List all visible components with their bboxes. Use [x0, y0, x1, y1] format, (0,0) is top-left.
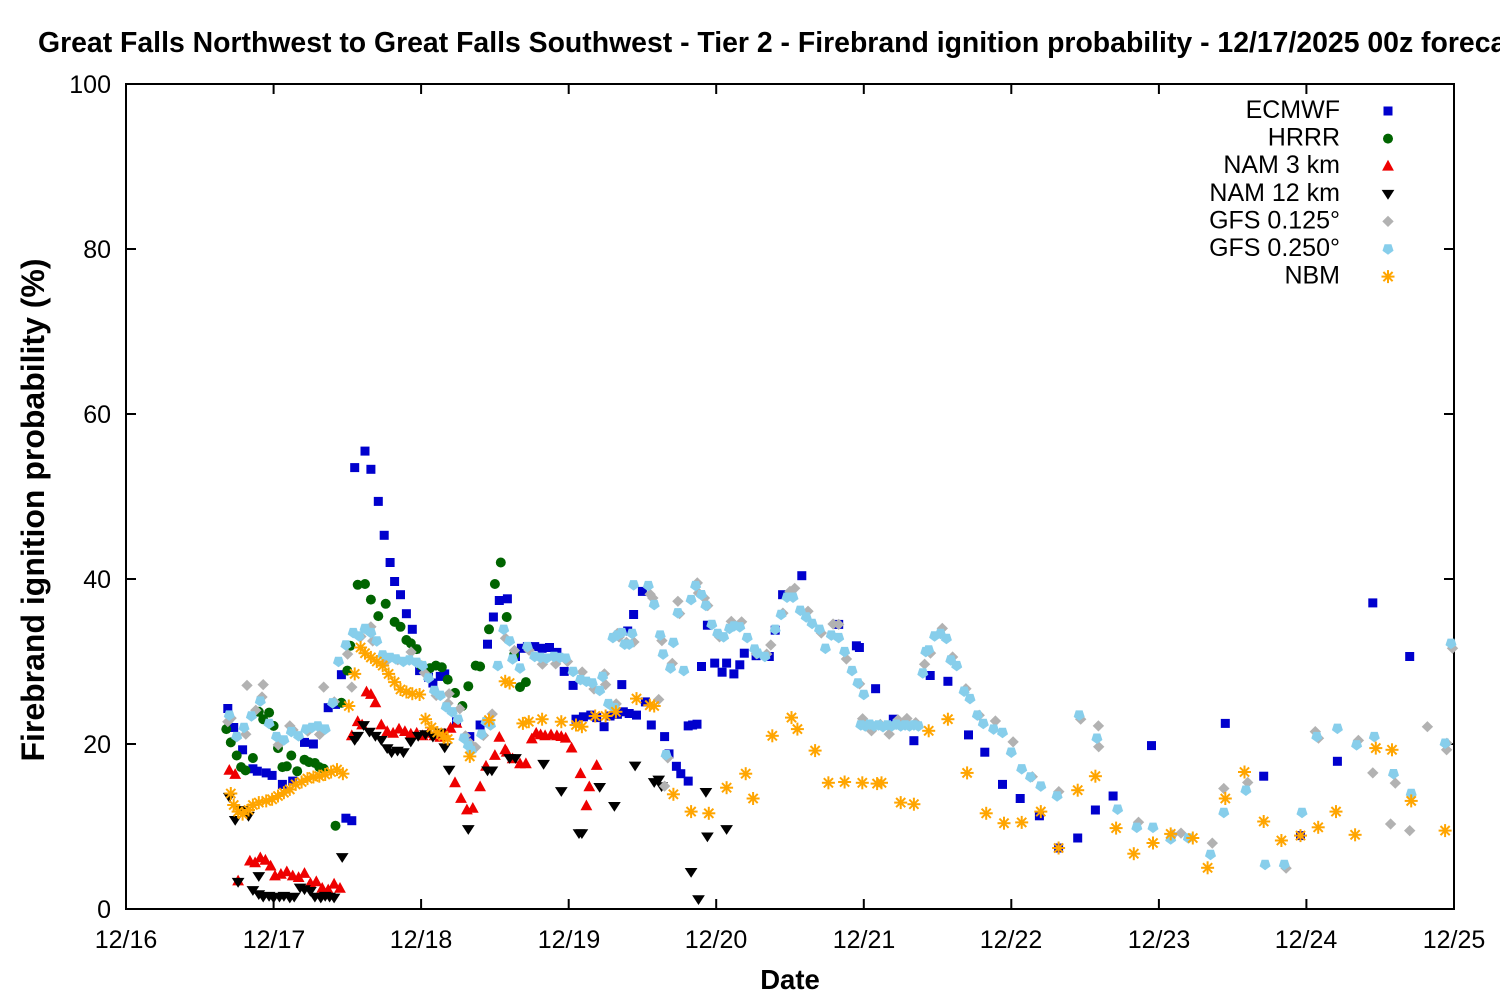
svg-text:0: 0 — [97, 896, 111, 924]
svg-text:100: 100 — [69, 71, 111, 99]
svg-text:12/20: 12/20 — [685, 926, 748, 954]
svg-text:Firebrand ignition probability: Firebrand ignition probability (%) — [15, 258, 51, 761]
svg-text:40: 40 — [83, 566, 111, 594]
svg-text:12/23: 12/23 — [1128, 926, 1191, 954]
svg-text:Date: Date — [760, 964, 820, 995]
svg-text:12/17: 12/17 — [243, 926, 306, 954]
svg-text:GFS 0.125°: GFS 0.125° — [1209, 206, 1340, 234]
svg-text:20: 20 — [83, 731, 111, 759]
svg-text:HRRR: HRRR — [1268, 124, 1340, 152]
svg-text:NAM 12 km: NAM 12 km — [1209, 179, 1340, 207]
svg-text:NAM 3 km: NAM 3 km — [1223, 151, 1340, 179]
svg-text:60: 60 — [83, 401, 111, 429]
svg-text:12/18: 12/18 — [390, 926, 453, 954]
svg-text:ECMWF: ECMWF — [1246, 96, 1340, 124]
svg-text:NBM: NBM — [1284, 262, 1340, 290]
svg-text:12/19: 12/19 — [538, 926, 601, 954]
svg-text:12/21: 12/21 — [833, 926, 896, 954]
svg-text:12/25: 12/25 — [1423, 926, 1486, 954]
svg-text:12/16: 12/16 — [95, 926, 158, 954]
svg-text:12/24: 12/24 — [1275, 926, 1338, 954]
svg-text:Great Falls Northwest to Great: Great Falls Northwest to Great Falls Sou… — [38, 27, 1500, 59]
svg-text:80: 80 — [83, 236, 111, 264]
svg-text:12/22: 12/22 — [980, 926, 1043, 954]
svg-text:GFS 0.250°: GFS 0.250° — [1209, 234, 1340, 262]
